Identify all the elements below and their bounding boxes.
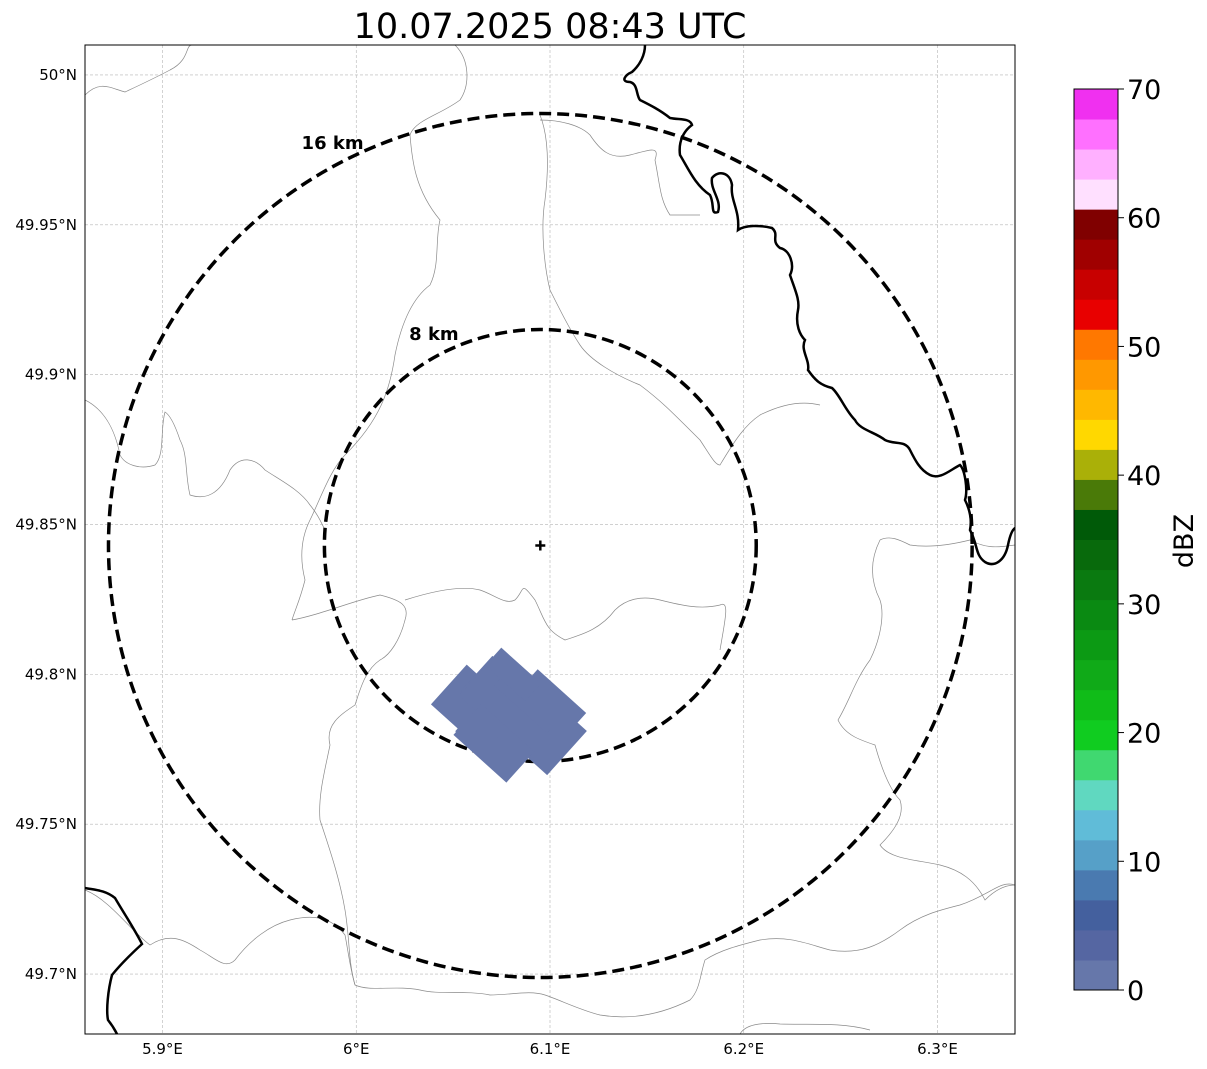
map-panel: 8 km 16 km 5.9°E 6°E 6.1°E 6.2°E 6.3°E 50°N 49… — [15, 44, 1016, 1058]
lon-tick-label: 5.9°E — [142, 1040, 183, 1058]
colorbar-swatch — [1074, 899, 1118, 931]
colorbar-tick-label: 40 — [1127, 461, 1161, 492]
longitude-labels: 5.9°E 6°E 6.1°E 6.2°E 6.3°E — [142, 1040, 958, 1058]
colorbar-label: dBZ — [1169, 514, 1200, 568]
colorbar-swatch — [1074, 689, 1118, 721]
lon-tick-label: 6.3°E — [917, 1040, 958, 1058]
colorbar-frame — [1073, 88, 1119, 991]
radar-echoes — [430, 647, 587, 783]
admin-boundary — [85, 45, 193, 96]
admin-boundary — [85, 889, 356, 986]
colorbar-tick-label: 50 — [1127, 332, 1161, 363]
colorbar-swatch — [1074, 509, 1118, 540]
colorbar-swatch — [1074, 449, 1118, 480]
gridlines — [85, 45, 1015, 1034]
colorbar: 0 10 20 30 40 50 60 70 dBZ — [1073, 75, 1200, 1007]
colorbar-ticks: 0 10 20 30 40 50 60 70 — [1118, 75, 1161, 1007]
colorbar-swatch — [1074, 389, 1118, 420]
colorbar-swatch — [1074, 569, 1118, 601]
lat-tick-label: 49.8°N — [25, 665, 77, 683]
colorbar-swatches — [1074, 89, 1118, 991]
radar-site-marker — [535, 540, 546, 551]
colorbar-swatch — [1074, 329, 1118, 360]
admin-boundary — [85, 399, 326, 531]
national-borders — [85, 45, 1015, 1034]
admin-boundary — [739, 1023, 871, 1034]
colorbar-tick-label: 10 — [1127, 847, 1161, 878]
range-ring-label: 16 km — [302, 133, 364, 154]
lat-tick-label: 50°N — [39, 66, 77, 84]
lat-tick-label: 49.85°N — [15, 516, 77, 534]
national-border — [623, 45, 1015, 566]
colorbar-swatch — [1074, 839, 1118, 871]
range-ring-label: 8 km — [409, 324, 459, 345]
colorbar-swatch — [1074, 119, 1118, 150]
map-frame — [84, 44, 1016, 1035]
colorbar-swatch — [1074, 209, 1118, 240]
colorbar-swatch — [1074, 89, 1118, 120]
map-background — [85, 45, 1015, 1034]
admin-boundary — [879, 537, 1015, 548]
latitude-labels: 50°N 49.95°N 49.9°N 49.85°N 49.8°N 49.75°N 49.… — [15, 66, 77, 983]
colorbar-swatch — [1074, 869, 1118, 901]
admin-boundary — [291, 594, 1015, 1018]
figure-title: 10.07.2025 08:43 UTC — [354, 7, 747, 47]
colorbar-swatch — [1074, 239, 1118, 270]
admin-boundary — [291, 45, 468, 621]
admin-boundary — [837, 539, 1015, 901]
colorbar-tick-label: 20 — [1127, 719, 1161, 750]
colorbar-swatch — [1074, 359, 1118, 390]
lon-tick-label: 6.2°E — [723, 1040, 764, 1058]
echo-cell — [455, 713, 498, 756]
colorbar-swatch — [1074, 599, 1118, 631]
admin-boundary — [539, 114, 821, 466]
colorbar-swatch — [1074, 269, 1118, 300]
range-rings: 8 km 16 km — [106, 111, 974, 980]
lat-tick-label: 49.9°N — [25, 366, 77, 384]
colorbar-tick-label: 70 — [1127, 75, 1161, 106]
colorbar-swatch — [1074, 929, 1118, 961]
range-ring — [322, 327, 758, 764]
colorbar-swatch — [1074, 149, 1118, 180]
colorbar-swatch — [1074, 959, 1118, 991]
colorbar-swatch — [1074, 809, 1118, 841]
colorbar-tick-label: 60 — [1127, 204, 1161, 235]
admin-boundaries — [85, 45, 1015, 1034]
colorbar-tick-label: 0 — [1127, 976, 1144, 1007]
lat-tick-label: 49.7°N — [25, 965, 77, 983]
national-border — [85, 886, 144, 1034]
colorbar-swatch — [1074, 179, 1118, 210]
colorbar-tick-label: 30 — [1127, 590, 1161, 621]
colorbar-swatch — [1074, 719, 1118, 751]
echo-cell — [485, 647, 541, 702]
admin-boundary — [404, 587, 727, 651]
colorbar-swatch — [1074, 539, 1118, 571]
lat-tick-label: 49.75°N — [15, 815, 77, 833]
range-ring — [106, 111, 974, 980]
colorbar-swatch — [1074, 749, 1118, 781]
colorbar-swatch — [1074, 659, 1118, 691]
lon-tick-label: 6.1°E — [530, 1040, 571, 1058]
admin-boundary — [539, 119, 700, 216]
colorbar-swatch — [1074, 779, 1118, 811]
colorbar-swatch — [1074, 419, 1118, 450]
colorbar-swatch — [1074, 629, 1118, 661]
colorbar-swatch — [1074, 479, 1118, 510]
lon-tick-label: 6°E — [343, 1040, 370, 1058]
colorbar-swatch — [1074, 299, 1118, 330]
echo-cell — [458, 651, 587, 776]
lat-tick-label: 49.95°N — [15, 216, 77, 234]
